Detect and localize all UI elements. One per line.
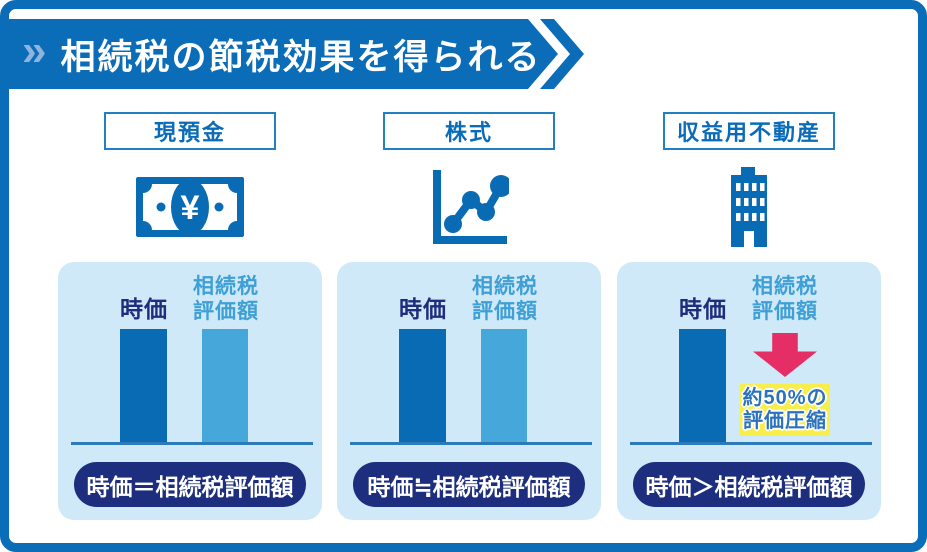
column-real-estate: 収益用不動産 時価 相続税 評価額 xyxy=(617,0,881,552)
comparison-panel-cash: 時価 相続税 評価額 時価＝相続税評価額 xyxy=(58,262,322,520)
market-value-bar xyxy=(120,329,167,443)
header-banner: » 相続税の節税効果を得られる xyxy=(0,19,558,89)
reduction-line-2: 評価圧縮 xyxy=(743,410,827,432)
axis-line xyxy=(350,442,592,445)
double-chevron-icon: » xyxy=(22,26,47,75)
page-title: 相続税の節税効果を得られる xyxy=(60,37,542,77)
reduction-line-1: 約50%の xyxy=(742,387,828,409)
office-building-icon xyxy=(731,167,767,247)
tax-valuation-label: 相続税 評価額 xyxy=(193,275,259,323)
market-value-label: 時価 xyxy=(399,296,447,322)
tax-valuation-bar xyxy=(481,329,527,443)
market-value-bar xyxy=(679,329,726,443)
category-box-cash: 現預金 xyxy=(104,112,276,150)
category-box-real-estate: 収益用不動産 xyxy=(662,112,836,150)
result-pill-stocks: 時価≒相続税評価額 xyxy=(353,462,585,507)
tax-valuation-label: 相続税 評価額 xyxy=(472,275,538,323)
market-value-bar xyxy=(399,329,446,443)
market-value-label: 時価 xyxy=(679,296,727,322)
result-pill-cash: 時価＝相続税評価額 xyxy=(74,462,306,507)
reduction-arrow-down-icon xyxy=(753,333,817,377)
axis-line xyxy=(71,442,313,445)
axis-line xyxy=(630,442,872,445)
icon-area xyxy=(337,162,601,252)
yen-banknote-icon: ¥ xyxy=(136,177,244,237)
comparison-panel-real-estate: 時価 相続税 評価額 約50%の 評価圧縮 時価＞相続税評価額 xyxy=(617,262,881,520)
icon-area xyxy=(617,162,881,252)
category-box-stocks: 株式 xyxy=(383,112,555,150)
result-pill-real-estate: 時価＞相続税評価額 xyxy=(633,462,865,507)
market-value-label: 時価 xyxy=(120,296,168,322)
tax-valuation-label: 相続税 評価額 xyxy=(752,275,818,323)
valuation-reduction-note: 約50%の 評価圧縮 xyxy=(725,384,845,436)
tax-valuation-bar xyxy=(202,329,248,443)
line-chart-icon xyxy=(433,170,509,244)
column-cash: 現預金 ¥ 時価 相続税 評価額 時価 xyxy=(58,0,322,552)
icon-area: ¥ xyxy=(58,162,322,252)
svg-text:¥: ¥ xyxy=(181,189,200,227)
comparison-panel-stocks: 時価 相続税 評価額 時価≒相続税評価額 xyxy=(337,262,601,520)
column-stocks: 株式 時価 相続税 評価額 時価≒相続税評価額 xyxy=(337,0,601,552)
